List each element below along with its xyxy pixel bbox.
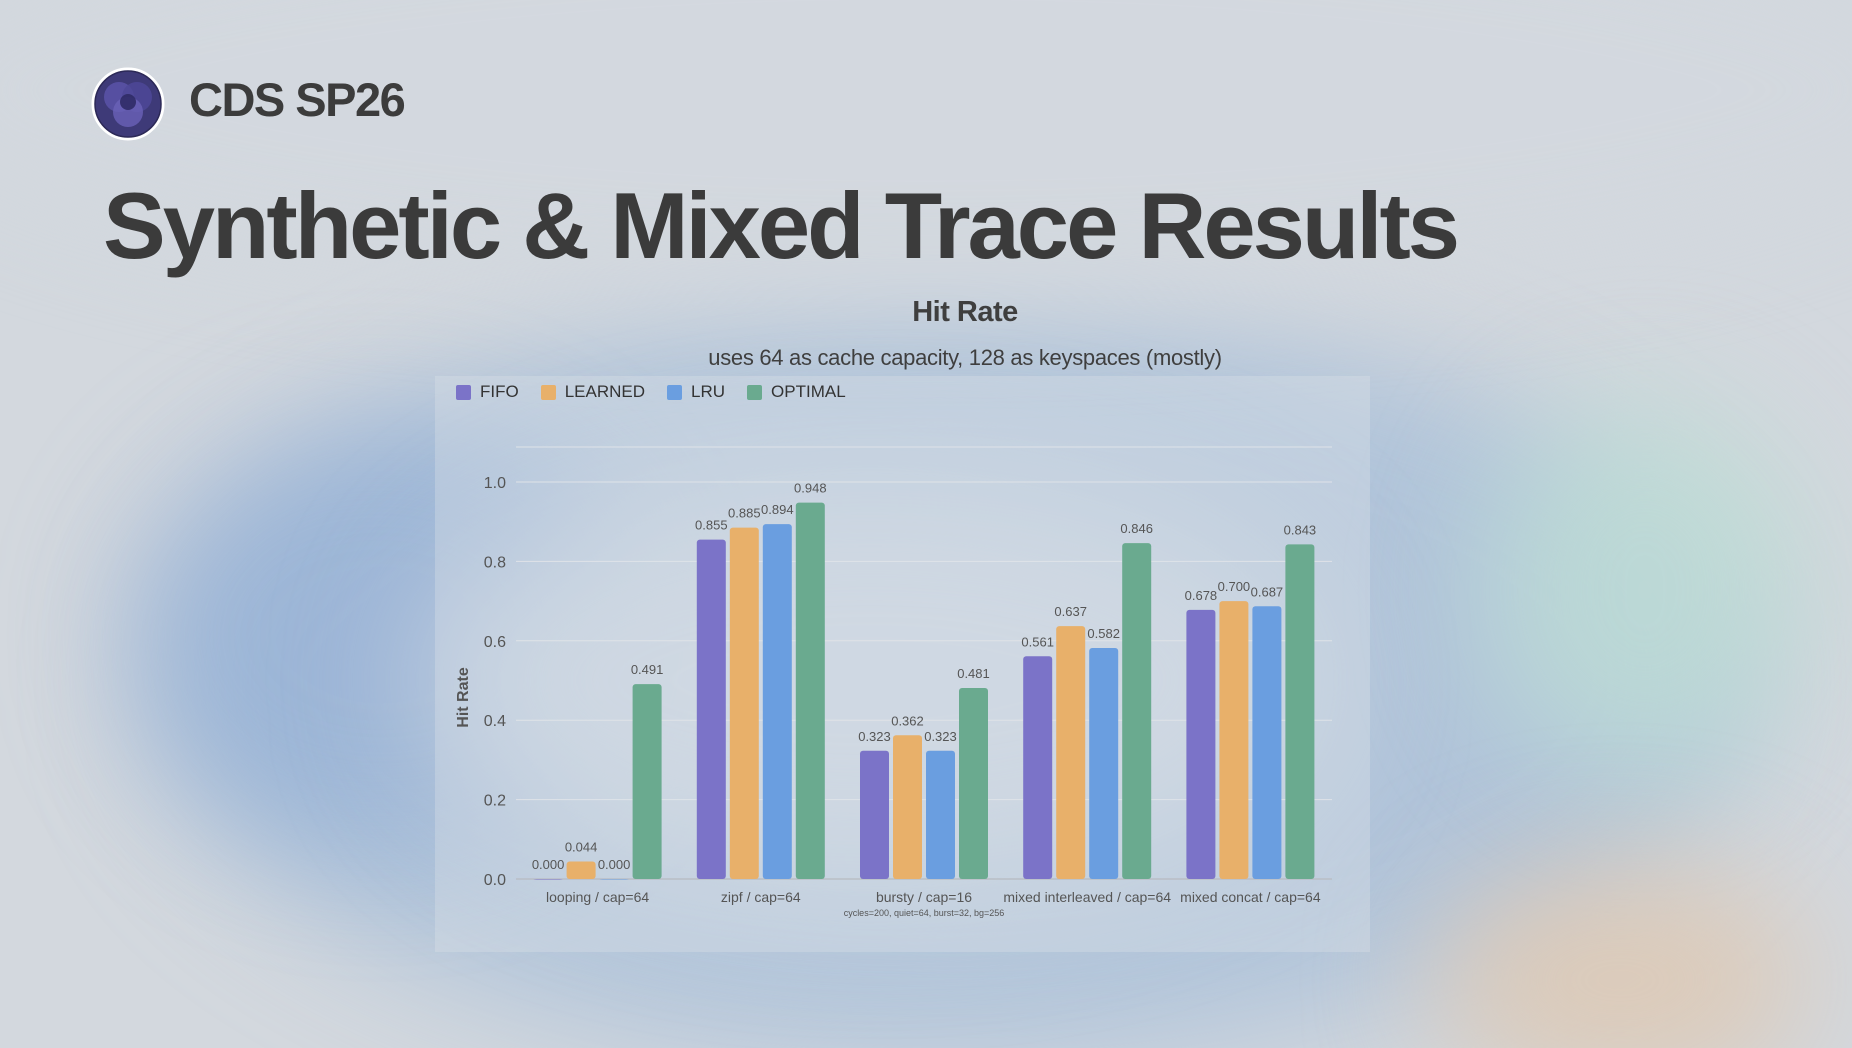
legend-swatch: [747, 384, 763, 400]
legend-swatch: [456, 384, 471, 400]
overlapping-circles-logo-icon: [91, 67, 165, 141]
x-category-label: zipf / cap=64: [721, 889, 801, 905]
y-tick-label: 1.0: [484, 475, 506, 492]
data-label: 0.491: [631, 662, 664, 677]
bar-optimal: [795, 502, 825, 879]
bar-fifo: [533, 879, 563, 880]
legend-item-optimal[interactable]: OPTIMAL: [747, 382, 846, 402]
data-label: 0.687: [1251, 584, 1284, 599]
data-label: 0.582: [1087, 626, 1120, 641]
brand-name: CDS SP26: [189, 73, 406, 126]
bar-learned: [729, 527, 759, 879]
bar-lru: [762, 524, 792, 879]
data-label: 0.481: [957, 666, 990, 681]
bar-fifo: [860, 750, 889, 879]
data-label: 0.323: [858, 729, 891, 744]
x-category-label: looping / cap=64: [546, 889, 649, 905]
data-label: 0.846: [1120, 521, 1153, 536]
data-label: 0.000: [532, 857, 565, 872]
legend-label: LRU: [691, 382, 726, 401]
data-label: 0.000: [598, 857, 631, 872]
bar-optimal: [1285, 544, 1315, 879]
y-axis-title: Hit Rate: [455, 667, 472, 728]
bar-optimal: [632, 684, 662, 879]
legend-item-lru[interactable]: LRU: [667, 382, 725, 402]
slide-title: Synthetic & Mixed Trace Results: [103, 173, 1460, 278]
legend-item-fifo[interactable]: FIFO: [456, 382, 519, 402]
data-label: 0.678: [1185, 588, 1218, 603]
bar-lru: [599, 879, 629, 880]
legend-label: OPTIMAL: [771, 382, 846, 401]
bar-learned: [893, 735, 922, 879]
bar-learned: [566, 861, 596, 879]
bar-fifo: [1186, 609, 1216, 879]
chart-title: Hit Rate: [912, 296, 1018, 328]
data-label: 0.323: [924, 729, 957, 744]
legend-label: FIFO: [480, 382, 519, 401]
bar-fifo: [1023, 656, 1053, 879]
y-tick-label: 0.0: [484, 872, 506, 889]
data-label: 0.637: [1054, 604, 1087, 619]
data-label: 0.843: [1284, 522, 1317, 537]
y-tick-label: 0.8: [484, 554, 506, 571]
legend-item-learned[interactable]: LEARNED: [540, 382, 646, 402]
data-label: 0.894: [761, 502, 794, 517]
data-label: 0.561: [1021, 634, 1054, 649]
x-category-label: mixed interleaved / cap=64: [1003, 889, 1171, 905]
data-label: 0.948: [794, 481, 827, 496]
legend-swatch: [667, 384, 683, 400]
bar-lru: [1252, 606, 1282, 879]
data-label: 0.044: [565, 840, 598, 855]
bar-lru: [926, 750, 955, 879]
data-label: 0.855: [695, 518, 728, 533]
y-tick-label: 0.2: [484, 793, 506, 810]
bar-lru: [1089, 647, 1119, 879]
chart-subtitle: uses 64 as cache capacity, 128 as keyspa…: [708, 345, 1222, 370]
legend-label: LEARNED: [564, 382, 646, 401]
bar-learned: [1219, 601, 1249, 879]
bar-fifo: [696, 539, 726, 879]
data-label: 0.362: [891, 713, 924, 728]
x-category-note: cycles=200, quiet=64, burst=32, bg=256: [844, 908, 1005, 918]
y-tick-label: 0.6: [484, 634, 506, 651]
bar-learned: [1056, 626, 1086, 879]
chart-legend: FIFO LEARNED LRU OPTIMAL: [456, 382, 846, 402]
x-category-label: bursty / cap=16: [876, 889, 972, 905]
x-category-label: mixed concat / cap=64: [1180, 889, 1321, 905]
data-label: 0.700: [1218, 579, 1251, 594]
y-tick-label: 0.4: [484, 713, 506, 730]
bar-optimal: [959, 688, 988, 879]
data-label: 0.885: [728, 506, 761, 521]
bar-optimal: [1122, 543, 1152, 879]
legend-swatch: [540, 384, 556, 400]
